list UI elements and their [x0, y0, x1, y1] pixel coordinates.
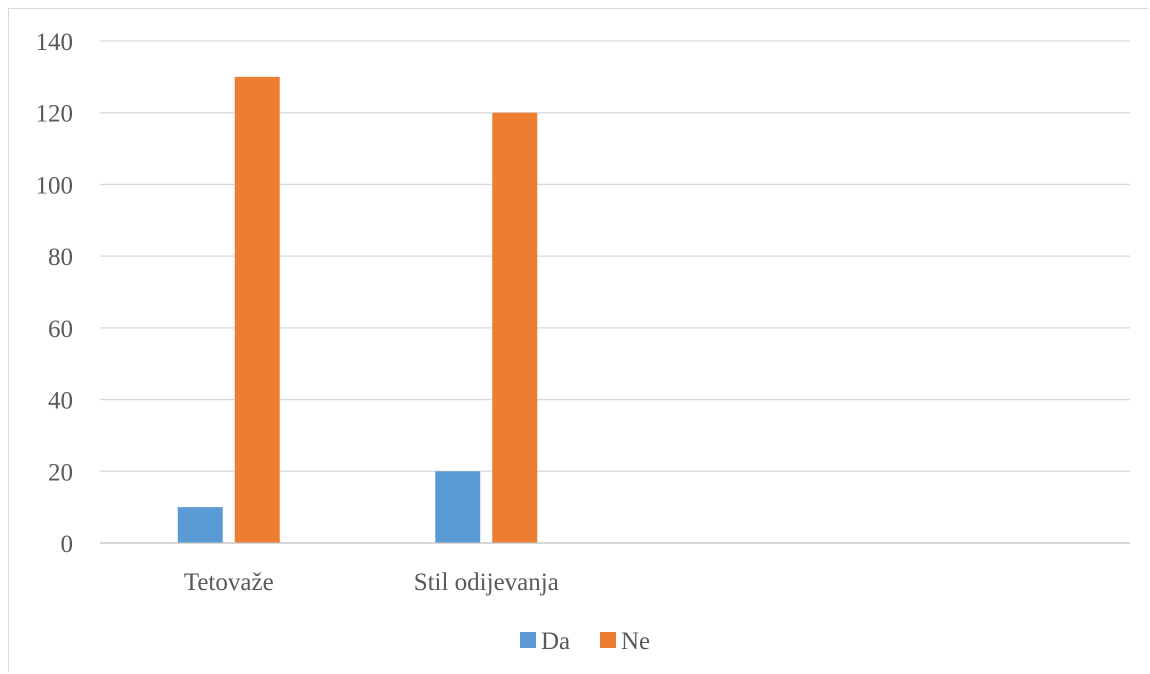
- bar-ne-1: [492, 112, 538, 543]
- legend-label-ne: Ne: [621, 628, 650, 655]
- y-tick-label: 80: [48, 244, 73, 271]
- legend-swatch-ne: [600, 632, 616, 648]
- legend-label-da: Da: [541, 628, 570, 655]
- x-axis-labels: Tetovaže Stil odijevanja: [184, 569, 559, 596]
- y-axis-ticks: 0 20 40 60 80 100 120 140: [36, 29, 74, 558]
- bar-da-0: [177, 507, 223, 543]
- y-tick-label: 0: [61, 531, 74, 558]
- bars: [177, 76, 538, 543]
- chart-frame: [8, 8, 1148, 672]
- y-tick-label: 20: [48, 459, 73, 486]
- gridlines: [100, 40, 1130, 472]
- y-tick-label: 120: [36, 101, 74, 128]
- legend-swatch-da: [520, 632, 536, 648]
- y-tick-label: 140: [36, 29, 74, 56]
- legend: Da Ne: [520, 628, 650, 655]
- bar-da-1: [435, 471, 481, 543]
- y-tick-label: 60: [48, 316, 73, 343]
- x-category-label: Stil odijevanja: [414, 569, 559, 596]
- bar-ne-0: [234, 76, 280, 543]
- y-tick-label: 100: [36, 172, 74, 199]
- y-tick-label: 40: [48, 388, 73, 415]
- x-category-label: Tetovaže: [184, 569, 274, 596]
